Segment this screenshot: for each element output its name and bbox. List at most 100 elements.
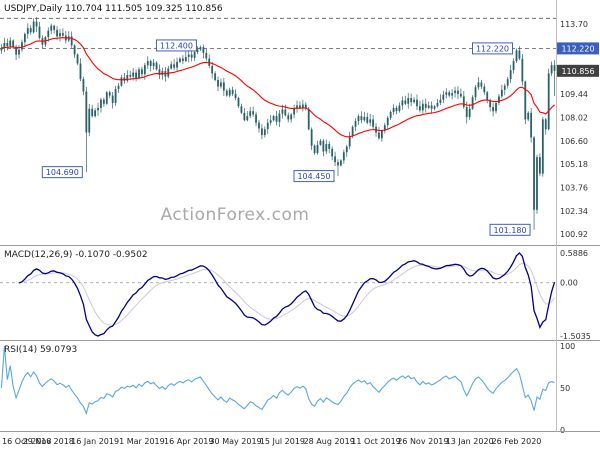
candle-body (477, 82, 480, 88)
candle-body (255, 114, 257, 123)
date-label: 29 Nov 2018 (23, 437, 74, 446)
price-tick-label: 113.70 (560, 20, 588, 29)
macd-zero-label: 0.00 (560, 279, 578, 288)
level-lines (0, 17, 556, 49)
rsi-axis-label: 100 (560, 342, 575, 351)
candle-body (278, 113, 281, 122)
candle-body (18, 49, 20, 55)
macd-line (18, 252, 556, 337)
candle-body (340, 160, 342, 166)
candle-body (427, 105, 430, 108)
candle-body (351, 126, 354, 136)
candle-body (296, 105, 298, 109)
macd-max-label: 0.5886 (560, 249, 588, 258)
candle-body (495, 102, 497, 112)
candle-body (266, 122, 269, 130)
chart-title: USDJPY,Daily 110.704 111.505 109.325 110… (4, 4, 223, 14)
candle-body (480, 82, 483, 87)
candle-body (38, 26, 41, 39)
candle-body (261, 128, 263, 136)
date-label: 26 Nov 2019 (397, 437, 448, 446)
candle-body (32, 21, 35, 33)
price-annotations: 104.690 112.400 104.450 112.220 101.180 (41, 39, 531, 236)
candle-body (79, 63, 82, 80)
ma-line (1, 37, 555, 138)
candle-body (486, 92, 489, 101)
candle-body (117, 85, 120, 89)
candle-body (199, 47, 202, 50)
candle-body (243, 112, 246, 121)
macd-signal-line (19, 262, 555, 326)
candle-body (533, 137, 535, 210)
candle-body (85, 91, 88, 133)
candle-body (70, 36, 73, 46)
candle-body (416, 99, 418, 107)
candle-body (143, 65, 146, 75)
candle-body (515, 50, 518, 62)
candle-body (401, 100, 404, 106)
candle-body (88, 108, 91, 133)
candle-body (53, 25, 56, 30)
candle-body (47, 30, 50, 38)
date-label: 11 Oct 2019 (351, 437, 400, 446)
candle-body (378, 132, 380, 139)
annotation-label: 112.220 (476, 44, 509, 53)
candle-body (82, 79, 85, 92)
rsi-axis-label: 0 (560, 426, 565, 435)
candle-body (158, 69, 161, 76)
candle-body (132, 72, 135, 77)
panel-separators (0, 0, 600, 432)
candle-body (372, 119, 375, 127)
candle-body (553, 65, 556, 71)
price-axis: 113.70 109.44 108.02 106.60 105.18 103.76 102.… (557, 20, 599, 239)
level-axis-label: 112.220 (561, 44, 594, 53)
candle-body (363, 116, 366, 121)
candle-body (468, 108, 471, 117)
candle-body (228, 89, 231, 96)
macd-min-label: -1.5035 (560, 332, 591, 341)
candle-body (398, 105, 401, 112)
candle-body (307, 108, 310, 130)
annotation-box (293, 170, 335, 183)
candle-body (141, 69, 143, 75)
candle-body (129, 75, 132, 77)
candle-body (56, 29, 58, 37)
candle-body (217, 79, 219, 87)
candle-body (29, 28, 32, 33)
price-tick-label: 109.44 (560, 90, 588, 99)
candle-body (146, 61, 149, 66)
candle-body (12, 40, 15, 48)
candle-body (272, 116, 275, 121)
candle-body (413, 99, 415, 103)
candle-body (149, 61, 152, 66)
candle-body (459, 93, 462, 97)
candle-body (263, 129, 266, 136)
candle-body (258, 122, 260, 129)
candle-body (451, 93, 454, 96)
rsi-title: RSI(14) 59.0793 (4, 345, 77, 355)
candle-body (345, 146, 348, 153)
candle-body (439, 99, 442, 103)
candle-body (108, 92, 111, 96)
candle-body (389, 111, 392, 118)
current-price-axis-box (557, 64, 599, 77)
candle-body (252, 111, 255, 115)
price-tick-label: 106.60 (560, 137, 588, 146)
candlesticks (0, 17, 556, 230)
candle-body (383, 125, 386, 131)
candle-body (518, 50, 521, 59)
candle-body (442, 94, 445, 100)
candle-body (421, 103, 424, 111)
candle-body (360, 116, 363, 121)
candle-body (21, 42, 23, 50)
current-price-axis-label: 110.856 (561, 67, 594, 76)
candle-body (386, 117, 389, 126)
annotation-label: 104.450 (297, 172, 330, 181)
price-tick-label: 103.76 (560, 183, 588, 192)
annotation-box (471, 42, 513, 55)
candle-body (196, 49, 199, 53)
annotation-box (41, 166, 83, 179)
